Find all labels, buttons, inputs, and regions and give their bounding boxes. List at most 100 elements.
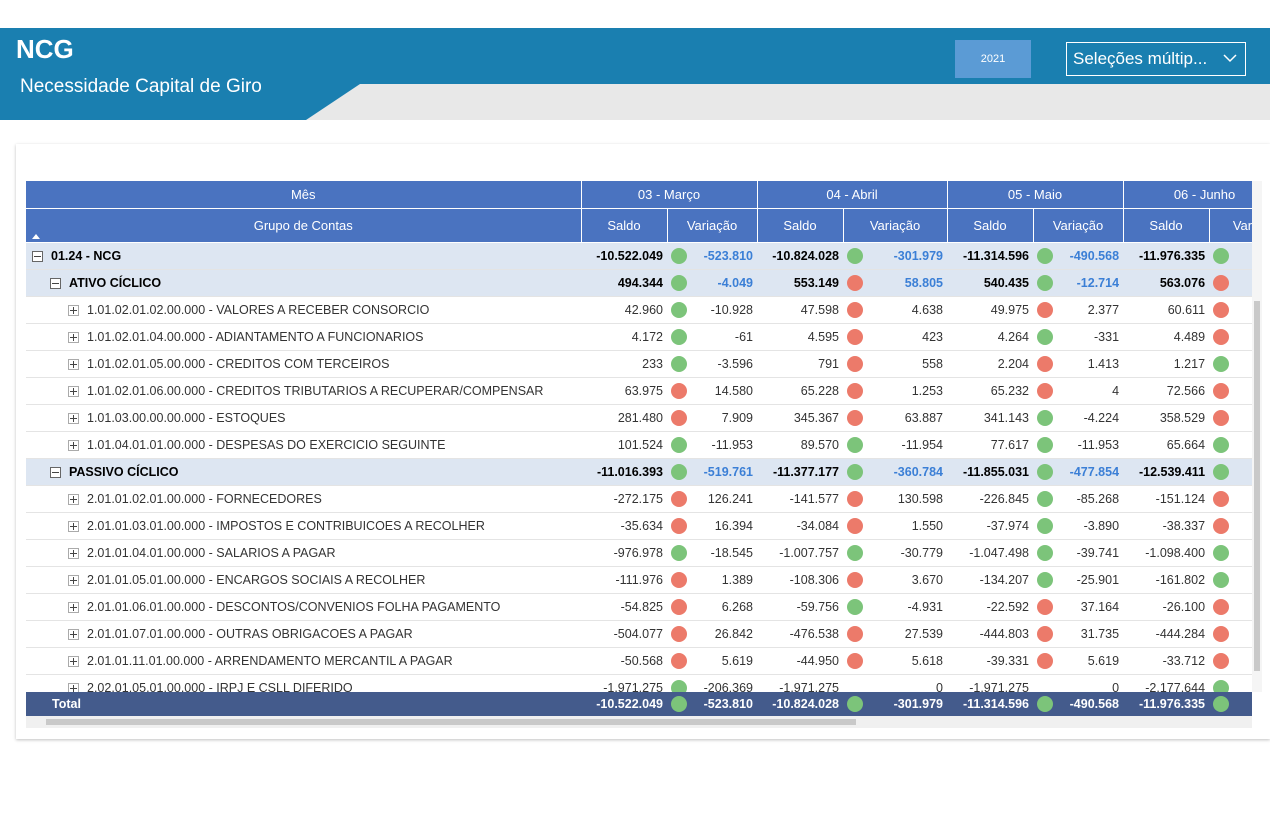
header-mes: Mês xyxy=(26,181,582,209)
status-cell xyxy=(843,431,867,459)
variacao-cell: 126.241 xyxy=(691,485,757,513)
status-green-icon xyxy=(847,248,863,264)
expand-icon[interactable] xyxy=(68,602,79,614)
variacao-cell: 26.842 xyxy=(691,620,757,648)
account-label-cell: 1.01.02.01.04.00.000 - ADIANTAMENTO A FU… xyxy=(26,323,581,351)
status-green-icon xyxy=(1037,518,1053,534)
status-red-icon xyxy=(1213,518,1230,534)
sort-ascending-icon[interactable] xyxy=(32,234,40,239)
month-header[interactable]: 04 - Abril xyxy=(757,181,948,209)
year-filter-button[interactable]: 2021 xyxy=(955,40,1031,78)
status-cell xyxy=(667,458,691,486)
status-cell xyxy=(1033,242,1057,270)
status-red-icon xyxy=(847,329,863,345)
saldo-cell: -59.756 xyxy=(757,593,843,621)
status-cell xyxy=(667,377,691,405)
saldo-cell: 345.367 xyxy=(757,404,843,432)
col-saldo[interactable]: Saldo xyxy=(947,208,1034,243)
month-header[interactable]: 05 - Maio xyxy=(947,181,1124,209)
status-green-icon xyxy=(1037,696,1053,712)
saldo-cell: -38.337 xyxy=(1123,512,1210,540)
month-header[interactable]: 03 - Março xyxy=(581,181,758,209)
variacao-cell: 1.253 xyxy=(867,377,947,405)
header-grupo-contas[interactable]: Grupo de Contas xyxy=(26,208,582,243)
col-variacao[interactable]: Variação xyxy=(843,208,948,243)
expand-icon[interactable] xyxy=(68,548,79,560)
expand-icon[interactable] xyxy=(68,440,79,452)
collapse-icon[interactable] xyxy=(50,278,61,290)
saldo-cell: 1.217 xyxy=(1123,350,1210,378)
month-header[interactable]: 06 - Junho xyxy=(1123,181,1252,209)
status-cell xyxy=(1033,323,1057,351)
col-saldo[interactable]: Saldo xyxy=(757,208,844,243)
selection-label: Seleções múltip... xyxy=(1073,49,1208,68)
status-red-icon xyxy=(1037,626,1053,642)
expand-icon[interactable] xyxy=(68,413,79,425)
expand-icon[interactable] xyxy=(68,305,79,317)
expand-icon[interactable] xyxy=(68,575,79,587)
saldo-cell: 4.489 xyxy=(1123,323,1210,351)
status-red-icon xyxy=(1213,599,1230,615)
saldo-cell: 563.076 xyxy=(1123,269,1210,297)
collapse-icon[interactable] xyxy=(50,467,61,479)
expand-icon[interactable] xyxy=(68,359,79,371)
saldo-cell: 358.529 xyxy=(1123,404,1210,432)
total-label: Total xyxy=(52,697,81,711)
horizontal-scrollbar[interactable] xyxy=(26,716,1252,728)
account-label: 2.01.01.02.01.00.000 - FORNECEDORES xyxy=(87,492,322,506)
expand-icon[interactable] xyxy=(68,521,79,533)
expand-icon[interactable] xyxy=(68,629,79,641)
status-cell xyxy=(1209,647,1234,675)
status-cell xyxy=(1209,512,1234,540)
saldo-cell: 341.143 xyxy=(947,404,1033,432)
vertical-scroll-thumb[interactable] xyxy=(1254,301,1260,671)
account-label: PASSIVO CÍCLICO xyxy=(69,465,179,479)
saldo-cell: -34.084 xyxy=(757,512,843,540)
status-red-icon xyxy=(1213,329,1230,345)
account-label: 2.01.01.04.01.00.000 - SALARIOS A PAGAR xyxy=(87,546,336,560)
expand-icon[interactable] xyxy=(68,332,79,344)
variacao-cell: -66 xyxy=(1233,692,1252,716)
variacao-cell: -18.545 xyxy=(691,539,757,567)
variacao-cell: 16.394 xyxy=(691,512,757,540)
status-cell xyxy=(843,377,867,405)
saldo-cell: -976.978 xyxy=(581,539,667,567)
month-selection-dropdown[interactable]: Seleções múltip... xyxy=(1066,42,1246,76)
expand-icon[interactable] xyxy=(68,494,79,506)
variacao-cell: -10.928 xyxy=(691,296,757,324)
col-saldo[interactable]: Saldo xyxy=(1123,208,1210,243)
status-green-icon xyxy=(847,437,863,453)
col-variacao[interactable]: Variação xyxy=(1033,208,1124,243)
expand-icon[interactable] xyxy=(68,656,79,668)
status-green-icon xyxy=(1213,696,1229,712)
col-variacao[interactable]: Varia xyxy=(1209,208,1252,243)
status-red-icon xyxy=(1213,491,1230,507)
account-label-cell: 2.01.01.06.01.00.000 - DESCONTOS/CONVENI… xyxy=(26,593,581,621)
expand-icon[interactable] xyxy=(68,386,79,398)
saldo-cell: 553.149 xyxy=(757,269,843,297)
saldo-cell: -272.175 xyxy=(581,485,667,513)
status-cell xyxy=(1033,431,1057,459)
col-variacao[interactable]: Variação xyxy=(667,208,758,243)
variacao-cell xyxy=(1233,296,1252,324)
status-red-icon xyxy=(671,491,687,507)
variacao-cell xyxy=(1233,647,1252,675)
status-cell xyxy=(667,242,691,270)
status-cell xyxy=(843,404,867,432)
status-green-icon xyxy=(1037,248,1053,264)
horizontal-scroll-thumb[interactable] xyxy=(46,719,856,725)
saldo-cell: 4.172 xyxy=(581,323,667,351)
variacao-cell: 63.887 xyxy=(867,404,947,432)
table-row: 2.01.01.11.01.00.000 - ARRENDAMENTO MERC… xyxy=(26,647,1252,675)
status-cell xyxy=(667,269,691,297)
saldo-cell: -11.377.177 xyxy=(757,458,843,486)
status-cell xyxy=(1209,404,1234,432)
vertical-scrollbar[interactable] xyxy=(1252,181,1262,692)
collapse-icon[interactable] xyxy=(32,251,43,263)
status-green-icon xyxy=(847,696,863,712)
status-red-icon xyxy=(847,626,863,642)
status-green-icon xyxy=(1213,572,1230,588)
col-saldo[interactable]: Saldo xyxy=(581,208,668,243)
table-row: 1.01.02.01.04.00.000 - ADIANTAMENTO A FU… xyxy=(26,323,1252,351)
variacao-cell: 14.580 xyxy=(691,377,757,405)
